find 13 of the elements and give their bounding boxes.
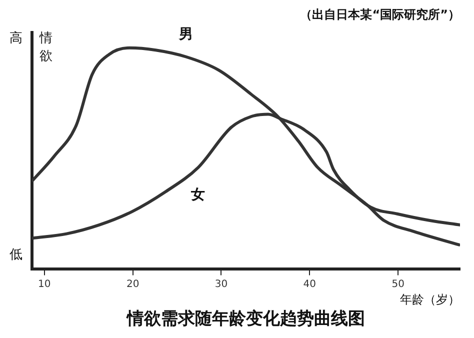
chart-subtitle: （出自日本某“国际研究所”） (300, 7, 460, 22)
x-tick-label: 20 (126, 278, 140, 290)
x-tick-label: 10 (38, 278, 51, 290)
text: 情欲需求随年龄变化趋势曲线图 (126, 309, 365, 330)
series-label: 男 (178, 26, 193, 42)
x-tick-label: 50 (392, 278, 404, 290)
x-tick-label: 40 (303, 278, 316, 290)
x-axis-title: 年龄（岁） (400, 292, 460, 307)
series-label: 女 (190, 187, 206, 204)
text: 高 (10, 30, 22, 46)
text: 低 (10, 248, 22, 263)
x-tick-label: 30 (214, 278, 228, 290)
y-axis-title: 情欲 (38, 30, 52, 64)
